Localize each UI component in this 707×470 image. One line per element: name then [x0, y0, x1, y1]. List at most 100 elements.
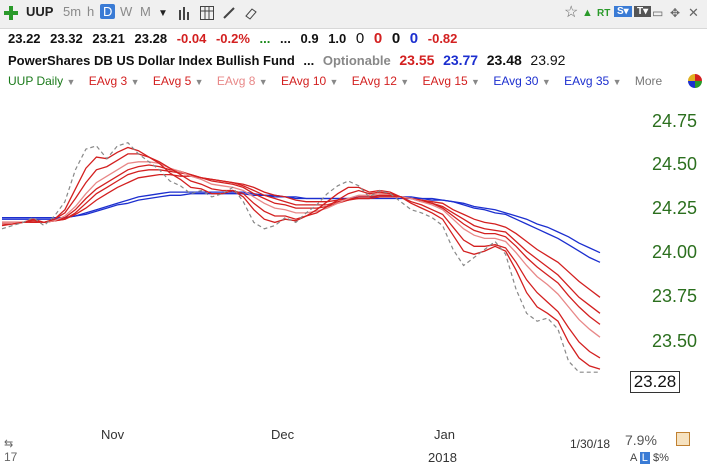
chevron-down-icon: ▼ — [194, 77, 204, 87]
chevron-down-icon: ▼ — [471, 77, 480, 87]
chevron-down-icon: ▼ — [400, 77, 410, 87]
indicator-uup-daily[interactable]: UUP Daily ▼ — [8, 74, 75, 88]
close-icon[interactable]: ✕ — [688, 5, 699, 20]
delta-value: -0.82 — [427, 31, 458, 46]
indicator-eavg-15[interactable]: EAvg 15 ▼ — [423, 74, 480, 88]
chevron-down-icon: ▼ — [66, 77, 76, 87]
scale-buttons[interactable]: A L $% — [630, 452, 669, 464]
z2-value: 0 — [373, 30, 383, 47]
pin-icon[interactable]: ✥ — [670, 6, 681, 20]
t-button[interactable]: T▾ — [634, 6, 652, 17]
indicator-label: EAvg 35 — [564, 74, 610, 88]
left-number: 17 — [4, 450, 18, 464]
series-line-eavg-8 — [2, 161, 601, 338]
series-line-eavg-30 — [2, 191, 601, 263]
interval-h[interactable]: h — [87, 4, 95, 19]
series-line-eavg-3 — [1, 146, 601, 370]
y-tick-label: 23.50 — [651, 331, 697, 351]
indicator-label: UUP Daily — [8, 74, 64, 88]
grid-icon[interactable] — [200, 6, 214, 20]
z3-value: 0 — [391, 30, 401, 47]
y-tick-label: 23.75 — [651, 286, 697, 306]
price-red: 23.55 — [399, 52, 435, 68]
indicator-label: EAvg 3 — [88, 74, 128, 88]
x-tick-label: Dec — [271, 427, 295, 442]
series-line-eavg-12 — [2, 169, 601, 314]
eraser-icon[interactable] — [244, 6, 258, 20]
signal-icon[interactable]: ▲ — [582, 7, 593, 19]
indicator-label: EAvg 30 — [493, 74, 539, 88]
series-line-eavg-15 — [2, 173, 601, 298]
y-tick-label: 24.75 — [651, 111, 697, 131]
last-value: 23.22 — [8, 31, 41, 46]
y-tick-label: 24.00 — [651, 242, 697, 262]
change-pct-value: -0.2% — [215, 31, 250, 46]
toolbar: UUP 5m h D W M ▼ ☆ ▲ RT S▾ T▾ ▭ ✥ ✕ — [0, 0, 707, 29]
bar-chart-icon[interactable] — [178, 6, 192, 20]
y-tick-label: 24.50 — [651, 154, 697, 174]
chevron-down-icon: ▼ — [130, 77, 140, 87]
dropdown-arrow-icon[interactable]: ▼ — [158, 8, 168, 19]
palette-icon[interactable] — [688, 74, 702, 88]
star-icon[interactable]: ☆ — [564, 4, 579, 21]
indicator-eavg-35[interactable]: EAvg 35 ▼ — [564, 74, 621, 88]
more-button[interactable]: More — [634, 74, 663, 88]
indicator-eavg-12[interactable]: EAvg 12 ▼ — [352, 74, 409, 88]
info-dots: ... — [303, 53, 315, 68]
indicator-eavg-10[interactable]: EAvg 10 ▼ — [281, 74, 338, 88]
close-value: 23.28 — [134, 31, 168, 46]
ratio-value: 0.9 — [300, 31, 319, 46]
x-tick-label: Jan — [434, 427, 455, 442]
indicator-eavg-3[interactable]: EAvg 3 ▼ — [89, 74, 140, 88]
indicator-label: EAvg 15 — [422, 74, 468, 88]
year-label: 2018 — [428, 450, 457, 465]
date-label: 1/30/18 — [570, 437, 611, 451]
chevron-down-icon: ▼ — [329, 77, 339, 87]
minimize-icon[interactable]: ▭ — [652, 6, 664, 20]
y-tick-label: 24.25 — [651, 198, 697, 218]
price-plain: 23.92 — [530, 52, 566, 68]
indicator-label: EAvg 10 — [281, 74, 327, 88]
z4-value: 0 — [409, 30, 419, 47]
indicator-eavg-5[interactable]: EAvg 5 ▼ — [153, 74, 204, 88]
chevron-down-icon: ▼ — [541, 77, 551, 87]
pct-label: 7.9% — [625, 432, 657, 448]
scroll-left-icon[interactable]: ⇆ — [4, 438, 14, 450]
edit-icon[interactable] — [676, 432, 690, 446]
indicator-label: EAvg 5 — [152, 74, 192, 88]
symbol-label[interactable]: UUP — [26, 4, 54, 19]
info-row: PowerShares DB US Dollar Index Bullish F… — [8, 52, 570, 68]
z1-value: 0 — [355, 30, 365, 47]
price-black: 23.48 — [486, 52, 522, 68]
indicator-eavg-8[interactable]: EAvg 8 ▼ — [217, 74, 268, 88]
pencil-icon[interactable] — [222, 6, 236, 20]
chevron-down-icon: ▼ — [612, 77, 622, 87]
indicator-eavg-30[interactable]: EAvg 30 ▼ — [493, 74, 550, 88]
s-button[interactable]: S▾ — [614, 6, 632, 17]
v1-value: 1.0 — [328, 31, 347, 46]
rt-label[interactable]: RT — [597, 8, 611, 19]
indicator-label: EAvg 12 — [351, 74, 397, 88]
indicator-legend: UUP Daily ▼ EAvg 3 ▼ EAvg 5 ▼ EAvg 8 ▼ E… — [8, 74, 672, 88]
quote-row: 23.22 23.32 23.21 23.28 -0.04 -0.2% ... … — [8, 30, 463, 47]
interval-m[interactable]: M — [140, 4, 151, 19]
fund-name: PowerShares DB US Dollar Index Bullish F… — [8, 53, 295, 68]
low-value: 23.21 — [92, 31, 125, 46]
last-price-marker: 23.28 — [630, 371, 680, 393]
x-tick-label: Nov — [101, 427, 125, 442]
dots-green: ... — [259, 31, 271, 46]
series-line-eavg-35 — [2, 193, 601, 254]
indicator-label: EAvg 8 — [216, 74, 256, 88]
price-blue: 23.77 — [443, 52, 479, 68]
add-icon[interactable] — [4, 6, 18, 20]
optionable-label: Optionable — [322, 53, 391, 68]
series-line-eavg-5 — [2, 153, 601, 359]
series-line-uup-daily — [1, 142, 600, 373]
interval-5m[interactable]: 5m — [63, 4, 82, 19]
series-line-eavg-10 — [2, 164, 601, 325]
change-value: -0.04 — [176, 31, 207, 46]
interval-d[interactable]: D — [100, 4, 116, 19]
interval-w[interactable]: W — [120, 4, 133, 19]
dots: ... — [280, 31, 291, 46]
